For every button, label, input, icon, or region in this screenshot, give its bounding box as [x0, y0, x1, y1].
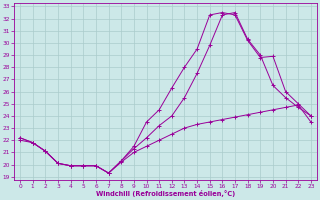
X-axis label: Windchill (Refroidissement éolien,°C): Windchill (Refroidissement éolien,°C) — [96, 190, 235, 197]
